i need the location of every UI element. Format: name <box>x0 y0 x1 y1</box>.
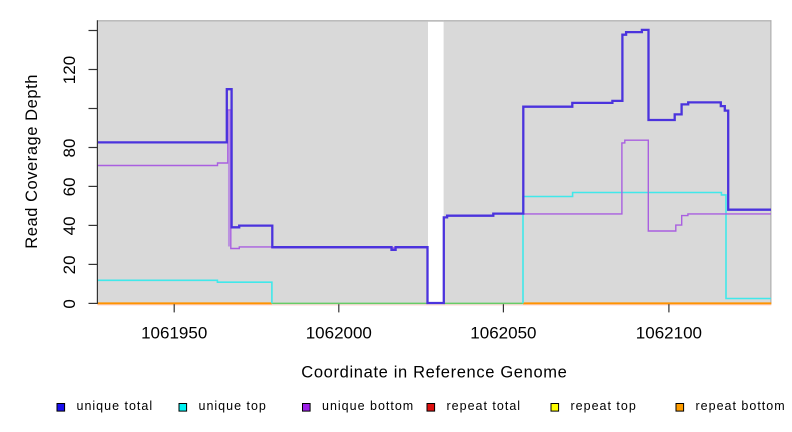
svg-text:60: 60 <box>60 177 79 196</box>
svg-text:1062100: 1062100 <box>636 323 702 342</box>
svg-text:120: 120 <box>60 56 79 84</box>
svg-text:1061950: 1061950 <box>141 323 207 342</box>
svg-text:repeat top: repeat top <box>571 399 637 413</box>
svg-text:unique bottom: unique bottom <box>322 399 414 413</box>
svg-text:Coordinate in Reference Genome: Coordinate in Reference Genome <box>301 363 567 381</box>
svg-text:40: 40 <box>60 216 79 235</box>
svg-text:repeat total: repeat total <box>447 399 522 413</box>
svg-text:1062000: 1062000 <box>306 323 372 342</box>
svg-text:Read Coverage Depth: Read Coverage Depth <box>23 74 41 249</box>
svg-text:80: 80 <box>60 139 79 158</box>
svg-text:unique top: unique top <box>199 399 267 413</box>
svg-text:repeat bottom: repeat bottom <box>696 399 786 413</box>
svg-text:0: 0 <box>60 299 79 308</box>
svg-text:1062050: 1062050 <box>470 323 536 342</box>
svg-text:20: 20 <box>60 255 79 274</box>
svg-text:unique total: unique total <box>77 399 154 413</box>
